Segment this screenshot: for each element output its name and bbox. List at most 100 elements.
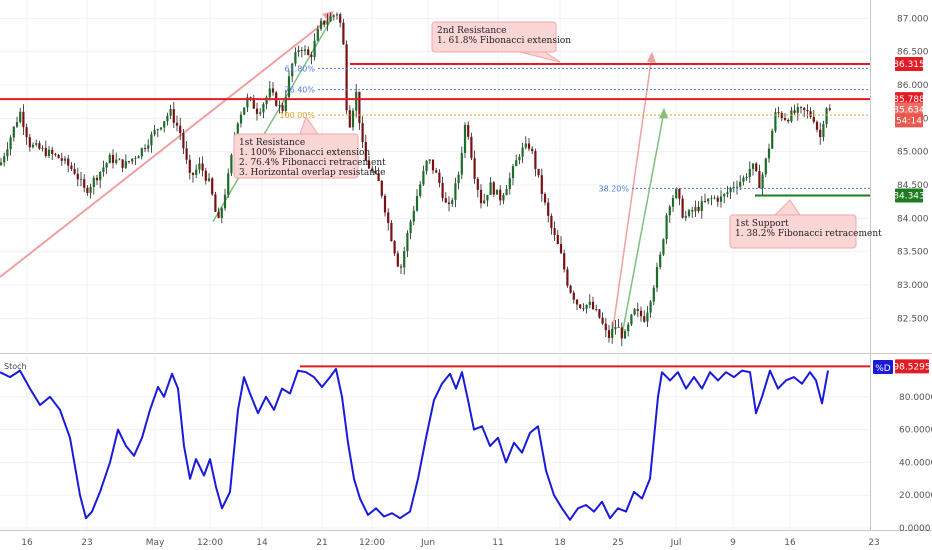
candle-up — [518, 156, 521, 161]
candle-down — [57, 154, 60, 159]
candle-up — [483, 200, 486, 204]
fib-level-label: 61.80% — [284, 64, 315, 73]
projection-arrowhead — [647, 51, 656, 63]
time-tick-label: 9 — [730, 538, 736, 548]
price-tick-label: 84.000 — [897, 214, 929, 224]
candle-down — [345, 44, 348, 111]
level-price-label: 84.343 — [893, 191, 925, 201]
candle-down — [182, 132, 185, 149]
candle-down — [678, 188, 681, 199]
price-tick-label: 85.000 — [897, 148, 929, 158]
candle-down — [214, 194, 217, 212]
candle-up — [35, 143, 38, 145]
candle-up — [630, 314, 633, 325]
retracement-leg-line — [621, 111, 665, 336]
candle-up — [726, 192, 729, 195]
fib-level-label: 100.00% — [279, 111, 315, 120]
time-tick-label: Jul — [670, 538, 682, 548]
candle-up — [3, 156, 6, 163]
candle-up — [614, 326, 617, 329]
candle-up — [297, 50, 300, 53]
candle-down — [547, 202, 550, 216]
candle-up — [502, 195, 505, 201]
candle-down — [73, 168, 76, 174]
candle-down — [435, 170, 438, 173]
candle-down — [566, 269, 569, 286]
candle-up — [687, 210, 691, 217]
candle-up — [268, 88, 271, 98]
candle-down — [83, 179, 86, 188]
candle-up — [729, 188, 732, 193]
candle-up — [655, 267, 659, 288]
candle-up — [623, 331, 627, 339]
candle-up — [489, 182, 492, 195]
candle-up — [668, 206, 671, 216]
candle-down — [803, 107, 806, 111]
candle-up — [147, 145, 150, 149]
candle-up — [735, 186, 739, 188]
candle-up — [118, 159, 121, 161]
time-tick-label: 23 — [81, 538, 92, 548]
candle-down — [758, 171, 761, 189]
stoch-tick-label: 80.0000 — [899, 393, 932, 403]
candle-up — [659, 254, 662, 268]
callout-box — [233, 133, 359, 179]
candle-down — [76, 173, 79, 180]
candle-down — [399, 266, 403, 268]
candle-up — [415, 196, 419, 211]
candle-down — [473, 158, 476, 179]
current-price-label: 85.634 — [893, 105, 925, 115]
candle-up — [140, 148, 143, 157]
callout-text: 1. 61.8% Fibonacci extension — [437, 36, 571, 46]
candle-up — [508, 178, 511, 189]
candles — [0, 12, 831, 347]
candle-down — [95, 177, 99, 181]
candle-down — [217, 211, 220, 218]
candle-down — [783, 118, 787, 120]
candle-down — [787, 119, 790, 122]
candle-up — [12, 126, 15, 138]
candle-down — [143, 148, 147, 149]
candle-up — [6, 149, 9, 157]
candle-up — [425, 160, 428, 172]
candle-down — [390, 222, 393, 242]
candle-up — [627, 324, 630, 332]
time-tick-label: Jun — [420, 538, 435, 548]
retracement-arrowhead — [659, 107, 668, 119]
candle-down — [607, 330, 611, 339]
candle-down — [447, 202, 451, 204]
candle-up — [163, 121, 166, 128]
candle-down — [777, 112, 780, 113]
candle-up — [486, 194, 489, 201]
candle-up — [419, 184, 422, 197]
candle-up — [412, 210, 415, 222]
price-tick-label: 87.000 — [897, 14, 929, 24]
candle-down — [38, 143, 41, 149]
candle-up — [0, 162, 3, 165]
callout-text: 1st Support — [735, 219, 789, 229]
time-tick-label: 12:00 — [359, 538, 385, 548]
time-tick-label: 16 — [784, 538, 796, 548]
candle-up — [457, 174, 460, 184]
current-price-label-box — [895, 102, 923, 117]
candle-down — [204, 170, 207, 181]
candle-up — [313, 40, 316, 58]
candle-up — [89, 186, 92, 193]
candle-up — [822, 124, 825, 138]
candle-down — [467, 124, 470, 137]
stoch-resistance-label: 98.5295 — [893, 362, 930, 372]
candle-down — [380, 180, 383, 196]
candle-down — [307, 49, 310, 55]
candle-down — [54, 153, 57, 155]
candle-down — [604, 323, 607, 331]
time-tick-label: 16 — [21, 538, 33, 548]
stoch-tick-label: 40.0000 — [899, 458, 932, 468]
candle-up — [278, 105, 281, 107]
price-panel — [0, 0, 870, 352]
candle-down — [441, 183, 444, 199]
candle-down — [815, 121, 819, 130]
candle-down — [271, 88, 275, 93]
candle-up — [134, 158, 137, 160]
candle-up — [463, 124, 467, 153]
candle-down — [691, 210, 694, 212]
